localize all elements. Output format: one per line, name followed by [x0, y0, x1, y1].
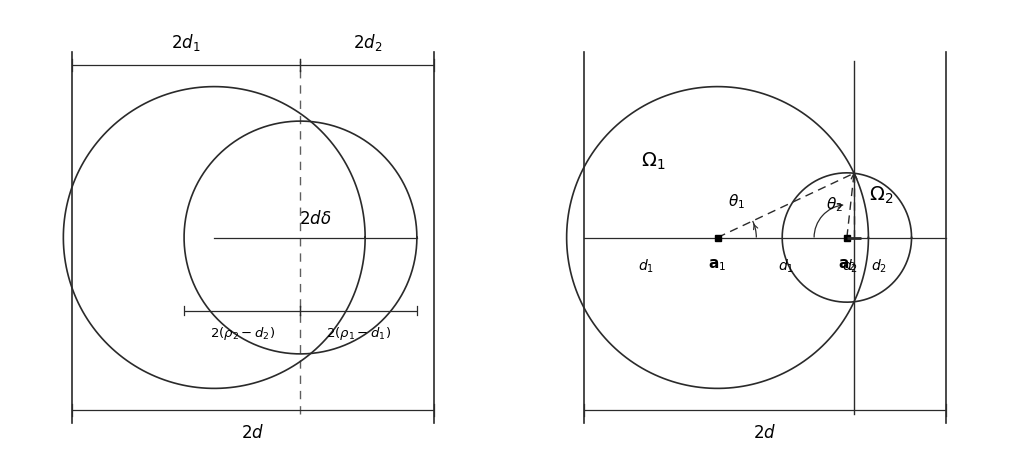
Text: $\theta_2$: $\theta_2$	[826, 195, 843, 214]
Text: $2d_1$: $2d_1$	[171, 32, 201, 53]
Text: $\mathbf{a}_1$: $\mathbf{a}_1$	[709, 257, 727, 273]
Text: $d_1$: $d_1$	[778, 257, 794, 274]
Text: $\Omega_1$: $\Omega_1$	[640, 150, 665, 171]
Text: $\mathbf{a}_2$: $\mathbf{a}_2$	[838, 257, 856, 273]
Text: $d_2$: $d_2$	[843, 257, 858, 274]
Text: $2d_2$: $2d_2$	[352, 32, 382, 53]
Text: $2(\rho_1 - d_1)$: $2(\rho_1 - d_1)$	[326, 324, 391, 341]
Text: $2(\rho_2 - d_2)$: $2(\rho_2 - d_2)$	[210, 324, 275, 341]
Text: $d_1$: $d_1$	[638, 257, 655, 274]
Text: $2d$: $2d$	[753, 423, 777, 441]
Text: $\Omega_2$: $\Omega_2$	[869, 184, 894, 206]
Text: $2d\delta$: $2d\delta$	[299, 210, 332, 228]
Text: $2d$: $2d$	[241, 423, 265, 441]
Text: $\theta_1$: $\theta_1$	[728, 192, 745, 210]
Text: $d_2$: $d_2$	[871, 257, 888, 274]
